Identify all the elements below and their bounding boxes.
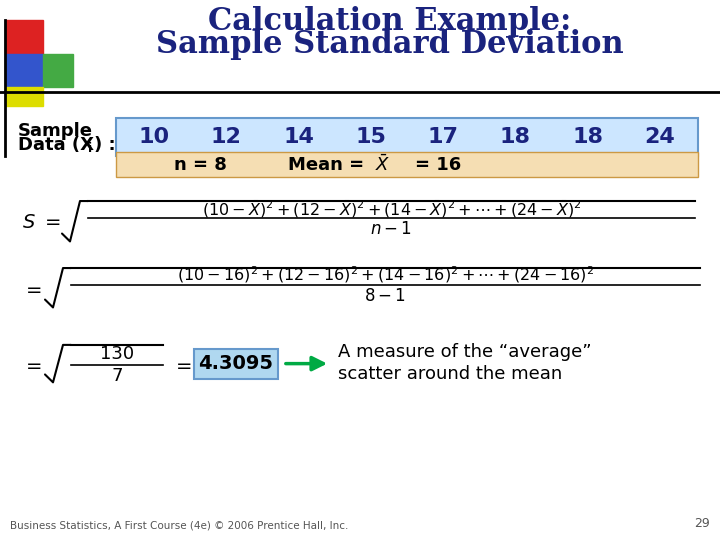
Text: 18: 18 (572, 127, 603, 147)
Text: $(10-\bar{X})^2+(12-\bar{X})^2+(14-\bar{X})^2+\cdots+(24-\bar{X})^2$: $(10-\bar{X})^2+(12-\bar{X})^2+(14-\bar{… (202, 198, 581, 220)
Text: Mean =: Mean = (287, 156, 370, 173)
Text: 12: 12 (211, 127, 242, 147)
Bar (43, 54, 73, 87)
Text: Business Statistics, A First Course (4e) © 2006 Prentice Hall, Inc.: Business Statistics, A First Course (4e)… (10, 520, 348, 530)
Bar (5, 54, 43, 87)
Text: $=$: $=$ (172, 355, 192, 374)
Text: ) :: ) : (94, 136, 116, 154)
Text: 15: 15 (356, 127, 387, 147)
Text: 29: 29 (694, 517, 710, 530)
Text: Sample: Sample (18, 122, 93, 140)
FancyBboxPatch shape (194, 349, 278, 380)
Text: $n-1$: $n-1$ (371, 220, 413, 238)
Text: scatter around the mean: scatter around the mean (338, 366, 562, 383)
Text: 130: 130 (100, 345, 134, 363)
Text: A measure of the “average”: A measure of the “average” (338, 343, 592, 361)
Bar (5, 20, 43, 54)
Text: = 16: = 16 (415, 156, 462, 173)
FancyBboxPatch shape (116, 118, 698, 156)
Text: 7: 7 (112, 367, 122, 386)
Text: $(10-16)^2+(12-16)^2+(14-16)^2+\cdots+(24-16)^2$: $(10-16)^2+(12-16)^2+(14-16)^2+\cdots+(2… (177, 265, 594, 285)
Text: 17: 17 (428, 127, 459, 147)
Text: $=$: $=$ (22, 279, 42, 298)
Text: $\bar{X}$: $\bar{X}$ (375, 154, 391, 175)
Text: 18: 18 (500, 127, 531, 147)
FancyArrowPatch shape (286, 357, 323, 370)
Text: 24: 24 (644, 127, 675, 147)
Text: Sample Standard Deviation: Sample Standard Deviation (156, 29, 624, 60)
FancyBboxPatch shape (116, 152, 698, 177)
Text: 4.3095: 4.3095 (199, 354, 274, 373)
Text: Data (X: Data (X (18, 136, 94, 154)
Text: 10: 10 (138, 127, 170, 147)
Text: Calculation Example:: Calculation Example: (208, 6, 572, 37)
Text: $=$: $=$ (22, 355, 42, 374)
Text: 14: 14 (283, 127, 314, 147)
Bar (5, 87, 43, 106)
Text: n = 8: n = 8 (174, 156, 226, 173)
Text: i: i (88, 143, 92, 156)
Text: $S\ =$: $S\ =$ (22, 213, 61, 232)
Text: $8-1$: $8-1$ (364, 287, 407, 305)
